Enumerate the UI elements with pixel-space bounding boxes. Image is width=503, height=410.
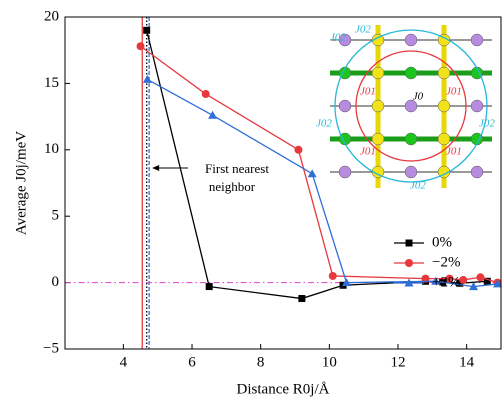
nnn-circle — [334, 29, 488, 183]
lattice-atom — [404, 66, 418, 80]
inset-label: J01 — [446, 146, 462, 158]
lattice-atom — [470, 165, 484, 179]
y-tick-label: 15 — [44, 75, 59, 91]
inset-label: J02 — [330, 32, 346, 44]
marker — [476, 273, 485, 282]
legend-label: 0% — [432, 234, 452, 250]
lattice-atom — [404, 33, 418, 47]
x-tick-label: 14 — [459, 354, 475, 370]
y-axis-label: Average J0j/meV — [13, 131, 29, 235]
plot-frame — [64, 16, 502, 350]
legend-label: −2% — [432, 254, 460, 270]
x-axis-label: Distance R0j/Å — [237, 381, 330, 397]
lattice-atom — [371, 165, 385, 179]
marker — [307, 169, 317, 178]
lattice-atom — [338, 66, 352, 80]
lattice-atom — [338, 33, 352, 47]
lattice-atom — [437, 33, 451, 47]
marker — [328, 271, 337, 280]
lattice-atom — [338, 165, 352, 179]
inset-label: J01 — [360, 146, 376, 158]
inset-label: J0 — [413, 91, 424, 103]
legend-label: +2% — [432, 274, 460, 290]
inset-label: J02 — [316, 118, 332, 130]
marker — [469, 282, 479, 291]
lattice-atom — [470, 99, 484, 113]
lattice-inset: J02 J02 J01 J01 J0 J02 J02 J01 J01 J02 — [316, 24, 495, 192]
lattice-atom — [470, 66, 484, 80]
marker — [143, 26, 151, 34]
marker — [421, 274, 430, 283]
lattice-atom — [437, 165, 451, 179]
marker — [298, 295, 306, 303]
y-tick-label: 5 — [52, 208, 60, 224]
marker — [493, 279, 503, 288]
lattice-atom — [371, 66, 385, 80]
lattice-atom — [404, 132, 418, 146]
y-tick-label: 0 — [52, 274, 60, 290]
x-tick-label: 4 — [120, 354, 128, 370]
marker — [136, 42, 145, 51]
lattice-atom — [404, 165, 418, 179]
inset-label: J02 — [355, 24, 371, 36]
marker — [205, 283, 213, 291]
lattice-atom — [338, 99, 352, 113]
marker — [483, 277, 491, 285]
marker — [142, 74, 152, 83]
x-tick-label: 12 — [391, 354, 406, 370]
inset-label: J02 — [410, 180, 426, 192]
legend-marker — [404, 278, 414, 287]
lattice-atom — [371, 99, 385, 113]
marker — [208, 110, 218, 119]
lattice-atom — [470, 33, 484, 47]
lattice-atom — [371, 33, 385, 47]
inset-label: J01 — [446, 86, 462, 98]
legend-marker — [405, 239, 413, 247]
x-tick-label: 8 — [257, 354, 265, 370]
nn-circle — [355, 50, 467, 162]
inset-label: J02 — [479, 118, 495, 130]
lattice-atom — [437, 99, 451, 113]
marker — [431, 276, 441, 285]
x-tick-label: 6 — [188, 354, 196, 370]
marker — [459, 275, 468, 284]
annotation: First nearest — [205, 161, 269, 176]
annotation-arrowhead — [152, 165, 160, 171]
marker — [456, 279, 464, 287]
inset-label: J01 — [360, 86, 376, 98]
lattice-atom — [371, 132, 385, 146]
lattice-atom — [437, 132, 451, 146]
lattice-atom — [404, 99, 418, 113]
legend-marker — [405, 259, 413, 267]
x-tick-label: 10 — [322, 354, 337, 370]
marker — [445, 274, 454, 283]
y-tick-label: 20 — [44, 8, 59, 24]
lattice-atom — [437, 66, 451, 80]
y-tick-label: 10 — [44, 141, 59, 157]
annotation: neighbor — [209, 179, 256, 194]
marker — [342, 278, 352, 287]
marker — [201, 90, 210, 99]
lattice-atom — [338, 132, 352, 146]
lattice-atom — [470, 132, 484, 146]
marker — [294, 145, 303, 154]
y-tick-label: −5 — [43, 340, 59, 356]
